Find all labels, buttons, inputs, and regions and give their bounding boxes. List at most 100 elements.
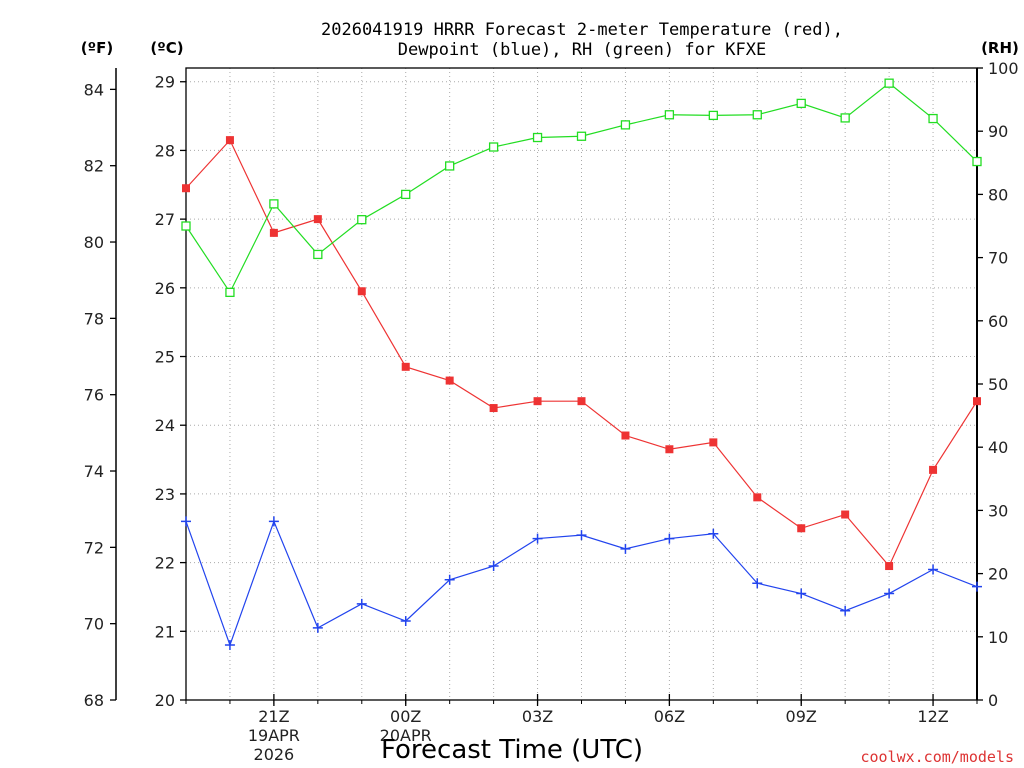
data-point: [532, 533, 543, 544]
data-point: [269, 199, 279, 209]
data-point: [400, 616, 411, 626]
chart-title-line-2: Dewpoint (blue), RH (green) for KFXE: [398, 40, 766, 60]
fahrenheit-tick-label: 76: [84, 386, 104, 405]
data-point: [181, 221, 191, 231]
celsius-tick-label: 21: [155, 622, 175, 641]
data-point: [357, 215, 367, 225]
fahrenheit-tick-label: 74: [84, 462, 104, 481]
data-point: [445, 376, 454, 385]
data-point: [577, 397, 586, 406]
x-tick-label: 21Z: [258, 707, 289, 726]
series-2-meter-temperature: [182, 136, 981, 571]
rh-tick-label: 100: [988, 59, 1019, 78]
x-tick-label: 09Z: [786, 707, 817, 726]
fahrenheit-tick-label: 70: [84, 615, 104, 634]
rh-tick-label: 70: [988, 249, 1008, 268]
data-point: [488, 142, 499, 152]
data-point: [268, 516, 279, 527]
data-point: [884, 588, 895, 599]
data-point: [753, 493, 762, 502]
rh-tick-label: 80: [988, 185, 1008, 204]
data-point: [928, 564, 939, 575]
fahrenheit-tick-label: 82: [84, 157, 104, 176]
data-point: [489, 404, 498, 413]
fahrenheit-tick-label: 84: [84, 80, 104, 99]
rh-axis-label: (RH): [981, 39, 1019, 57]
rh-tick-label: 30: [988, 501, 1008, 520]
fahrenheit-tick-label: 68: [84, 691, 104, 710]
data-point: [312, 622, 323, 633]
rh-tick-label: 90: [988, 122, 1008, 141]
data-point: [708, 528, 719, 539]
data-point: [225, 287, 235, 298]
rh-tick-label: 0: [988, 691, 998, 710]
data-point: [929, 465, 938, 474]
fahrenheit-tick-label: 72: [84, 538, 104, 557]
x-tick-label: 06Z: [654, 707, 685, 726]
data-point: [664, 533, 675, 544]
data-point: [665, 445, 674, 454]
data-point: [224, 640, 235, 651]
data-point: [664, 110, 675, 120]
data-point: [709, 438, 718, 447]
data-point: [401, 362, 410, 371]
celsius-tick-label: 20: [155, 691, 175, 710]
data-point: [181, 516, 191, 527]
celsius-tick-label: 23: [155, 485, 175, 504]
celsius-tick-label: 27: [155, 210, 175, 229]
fahrenheit-tick-label: 80: [84, 233, 104, 252]
data-point: [533, 397, 542, 406]
x-tick-label: 2026: [254, 745, 295, 764]
data-series: [181, 78, 982, 651]
rh-tick-label: 50: [988, 375, 1008, 394]
celsius-tick-label: 28: [155, 141, 175, 160]
data-point: [928, 113, 938, 124]
data-point: [357, 287, 366, 296]
data-point: [840, 113, 850, 123]
data-point: [796, 588, 807, 599]
data-point: [269, 228, 278, 237]
x-tick-label: 03Z: [522, 707, 553, 726]
data-point: [840, 605, 851, 616]
celsius-tick-label: 25: [155, 348, 175, 367]
data-point: [532, 132, 543, 143]
data-point: [445, 161, 455, 171]
x-axis-label: Forecast Time (UTC): [381, 735, 643, 765]
data-point: [620, 120, 631, 130]
chart-title-line-1: 2026041919 HRRR Forecast 2-meter Tempera…: [321, 20, 843, 40]
celsius-axis-label: (ºC): [150, 39, 183, 57]
rh-tick-label: 60: [988, 312, 1008, 331]
data-point: [488, 561, 499, 572]
x-tick-label: 00Z: [390, 707, 421, 726]
data-point: [620, 543, 631, 554]
data-point: [708, 110, 718, 121]
data-point: [356, 598, 367, 609]
fahrenheit-axis-label: (ºF): [81, 39, 113, 57]
data-point: [225, 136, 234, 145]
data-point: [313, 215, 322, 224]
rh-tick-label: 40: [988, 438, 1008, 457]
x-tick-label: 19APR: [248, 726, 300, 745]
data-point: [973, 397, 981, 406]
data-point: [752, 578, 763, 589]
rh-tick-label: 20: [988, 565, 1008, 584]
celsius-tick-label: 22: [155, 554, 175, 573]
axes: 20 21 22 23 24 25 26 27 28 29 68 70 72 74 76 78 80 82 84 0 1…: [84, 59, 1019, 764]
data-point: [444, 574, 455, 585]
series-rh: [181, 78, 982, 298]
celsius-tick-label: 26: [155, 279, 175, 298]
series-dewpoint: [181, 516, 982, 651]
x-tick-label: 12Z: [917, 707, 948, 726]
data-point: [796, 98, 806, 109]
x-tick-label: 20APR: [380, 726, 432, 745]
data-point: [313, 249, 323, 260]
data-point: [884, 78, 894, 88]
data-point: [841, 510, 850, 519]
credit-text: coolwx.com/models: [860, 748, 1014, 766]
data-point: [972, 156, 982, 167]
data-point: [972, 581, 982, 592]
rh-tick-label: 10: [988, 628, 1008, 647]
data-point: [885, 562, 894, 571]
data-point: [797, 524, 806, 533]
